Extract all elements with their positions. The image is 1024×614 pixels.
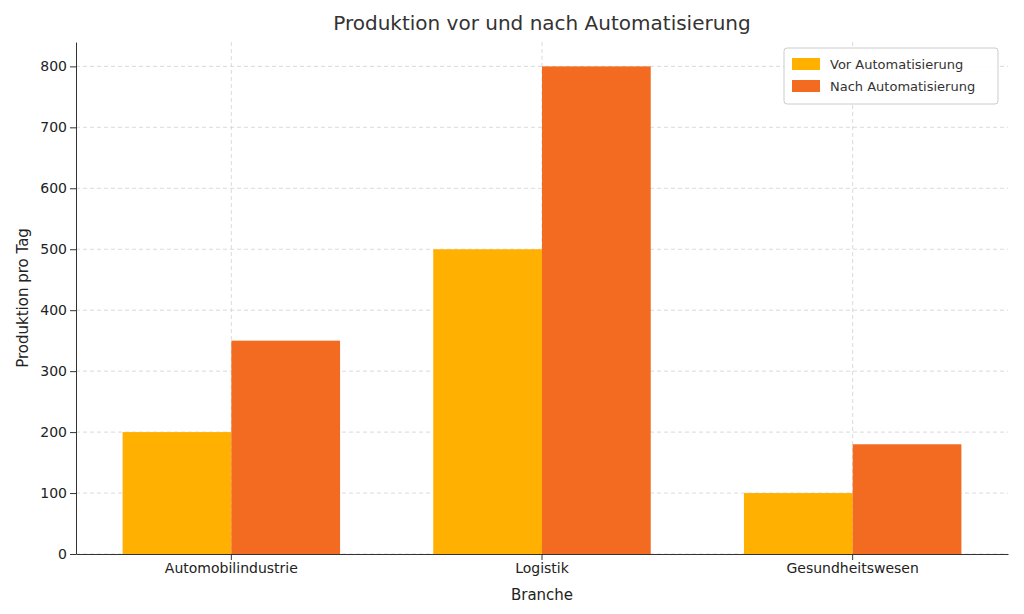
y-tick: 200 <box>40 424 76 440</box>
y-tick-mark <box>70 371 76 372</box>
y-tick-mark <box>70 66 76 67</box>
y-tick-mark <box>70 432 76 433</box>
legend-item: Vor Automatisierung <box>792 57 963 72</box>
x-tick: Logistik <box>515 554 570 576</box>
y-tick-label: 800 <box>40 58 67 74</box>
y-tick: 0 <box>58 546 76 562</box>
y-tick-label: 500 <box>40 241 67 257</box>
title: Produktion vor und nach Automatisierung <box>333 11 751 35</box>
y-tick-label: 300 <box>40 363 67 379</box>
legend-label: Nach Automatisierung <box>830 79 975 94</box>
y-tick: 500 <box>40 241 76 257</box>
y-axis: 0 100 200 300 400 500 600 700 800 <box>40 43 76 562</box>
bar <box>123 432 232 554</box>
x-axis: Automobilindustrie Logistik Gesundheitswes… <box>77 554 1009 576</box>
legend: Vor Automatisierung Nach Automatisierung <box>784 48 998 104</box>
grid <box>76 42 1008 554</box>
y-tick: 700 <box>40 119 76 135</box>
bar <box>744 493 853 554</box>
x-tick-label: Logistik <box>515 560 570 576</box>
bars <box>123 66 962 554</box>
y-tick-label: 200 <box>40 424 67 440</box>
y-tick-label: 0 <box>58 546 67 562</box>
y-tick: 600 <box>40 180 76 196</box>
y-tick-mark <box>70 188 76 189</box>
y-axis-title: Produktion pro Tag <box>14 228 32 368</box>
y-tick-mark <box>70 127 76 128</box>
x-tick: Gesundheitswesen <box>786 554 918 576</box>
legend-item: Nach Automatisierung <box>792 79 975 94</box>
y-tick-label: 700 <box>40 119 67 135</box>
legend-box <box>784 48 998 104</box>
y-tick: 800 <box>40 58 76 74</box>
y-tick-label: 600 <box>40 180 67 196</box>
legend-swatch <box>792 58 820 70</box>
y-tick-label: 400 <box>40 302 67 318</box>
y-tick: 400 <box>40 302 76 318</box>
bar <box>542 66 651 554</box>
y-tick-label: 100 <box>40 485 67 501</box>
legend-swatch <box>792 80 820 92</box>
x-tick: Automobilindustrie <box>165 554 298 576</box>
y-tick: 100 <box>40 485 76 501</box>
y-tick-mark <box>70 554 76 555</box>
legend-label: Vor Automatisierung <box>830 57 963 72</box>
bar <box>433 249 542 554</box>
y-tick-mark <box>70 493 76 494</box>
plot: 0 100 200 300 400 500 600 700 800 Automobilindust… <box>40 42 1008 576</box>
x-tick-label: Automobilindustrie <box>165 560 298 576</box>
x-axis-title: Branche <box>511 586 573 604</box>
y-tick: 300 <box>40 363 76 379</box>
bar <box>853 444 962 554</box>
chart: 0 100 200 300 400 500 600 700 800 Automobilindust… <box>0 0 1024 614</box>
x-tick-label: Gesundheitswesen <box>786 560 918 576</box>
y-tick-mark <box>70 310 76 311</box>
y-axis-line <box>76 43 77 555</box>
bar <box>231 341 340 554</box>
y-tick-mark <box>70 249 76 250</box>
